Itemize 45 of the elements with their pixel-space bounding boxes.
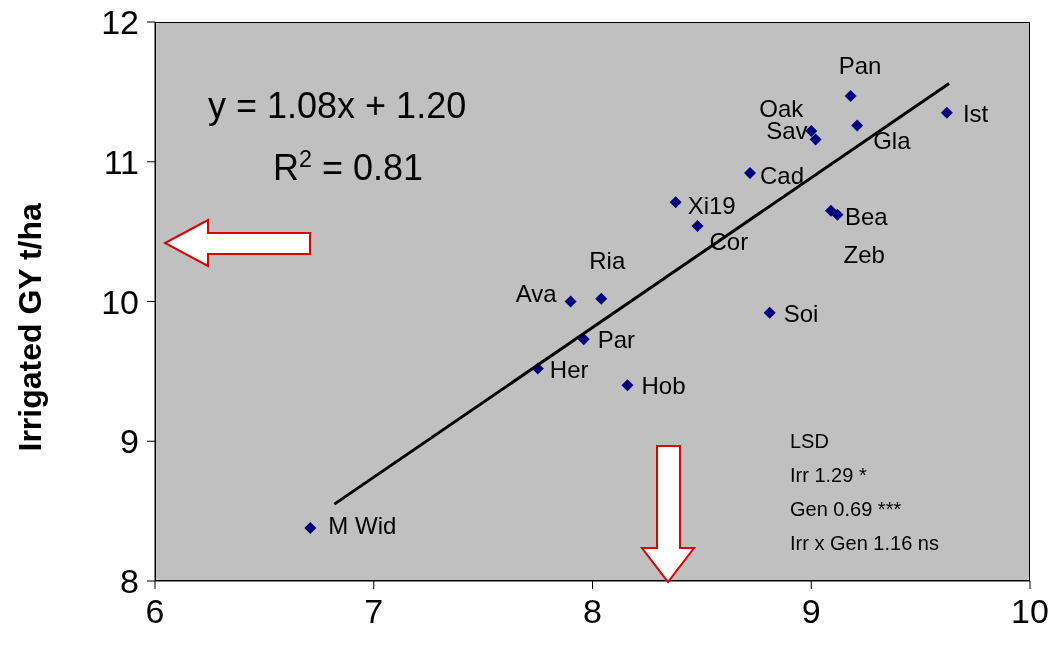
point	[304, 521, 317, 534]
x-tick-label: 6	[145, 592, 165, 631]
annotation: LSD	[790, 430, 829, 452]
y-tick-label: 9	[120, 422, 139, 461]
annotation: Her	[549, 355, 589, 383]
annotation: Gen 0.69 ***	[790, 498, 902, 520]
annotation: M Wid	[328, 511, 397, 539]
annotation: Ava	[515, 279, 558, 307]
point	[809, 133, 822, 146]
x-tick-label: 7	[364, 592, 384, 631]
y-tick-label: 8	[120, 562, 139, 601]
y-tick-label: 11	[103, 142, 139, 181]
annotation: R$^{2}$ = 0.81	[273, 146, 424, 188]
annotation: Cad	[760, 161, 805, 189]
x-tick-label: 9	[801, 592, 821, 631]
y-tick-label: 12	[101, 3, 139, 42]
annotation: Pan	[838, 52, 882, 80]
x-tick-label: 10	[1011, 592, 1049, 631]
point	[851, 119, 864, 132]
point	[844, 90, 857, 103]
annotation: Ria	[589, 246, 626, 274]
annotation: Ist	[962, 99, 989, 127]
point	[824, 204, 837, 217]
annotation: Irr 1.29 *	[790, 464, 867, 486]
point	[691, 220, 704, 233]
y-tick-label: 10	[101, 282, 139, 321]
annotation: Hob	[641, 372, 686, 400]
point	[744, 166, 756, 179]
y-axis-title: Irrigated GY t/ha	[12, 202, 49, 452]
x-tick-label: 8	[583, 592, 602, 631]
point	[940, 106, 953, 119]
annotation: Gla	[873, 127, 912, 155]
annotation: Bea	[844, 202, 889, 230]
annotation: Soi	[783, 299, 819, 327]
point	[621, 379, 634, 392]
annotation: y = 1.08x + 1.20	[208, 85, 467, 126]
annotation: Irr x Gen 1.16 ns	[790, 532, 939, 554]
point	[669, 196, 682, 209]
annotation: Par	[597, 326, 636, 354]
annotation: Xi19	[687, 192, 736, 220]
point	[763, 306, 776, 319]
point	[564, 295, 577, 308]
point	[831, 208, 844, 221]
annotation: Zeb	[843, 240, 885, 268]
point	[595, 292, 608, 305]
